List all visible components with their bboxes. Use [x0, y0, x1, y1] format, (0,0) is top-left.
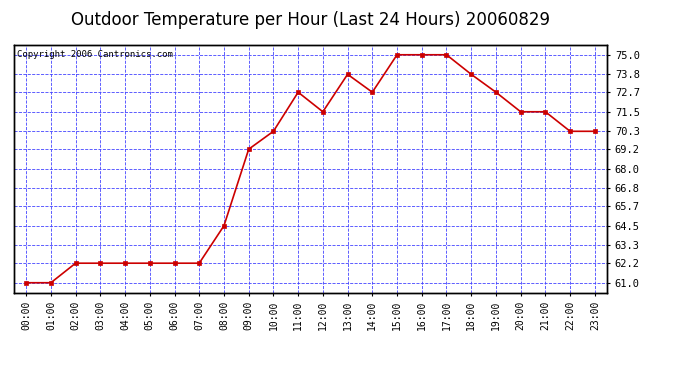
- Text: Outdoor Temperature per Hour (Last 24 Hours) 20060829: Outdoor Temperature per Hour (Last 24 Ho…: [71, 11, 550, 29]
- Text: Copyright 2006 Cantronics.com: Copyright 2006 Cantronics.com: [17, 50, 172, 59]
